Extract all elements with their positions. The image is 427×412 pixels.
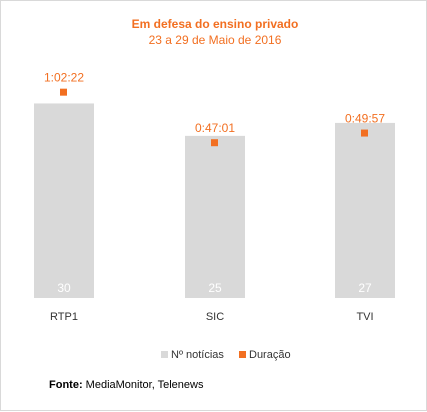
legend-label-points: Duração [249,349,291,361]
duration-value-label: 0:49:57 [345,112,385,126]
legend-label-bars: Nº notícias [171,349,224,361]
plot-area: 30 RTP1 1:02:22 25 SIC 0:47:01 27 TVI 0:49:57 [34,71,395,323]
chart-title: Em defesa do ensino privado [132,17,299,31]
source-text: MediaMonitor, Telenews [83,379,204,391]
bar-value-label: 30 [57,281,71,295]
chart-subtitle: 23 a 29 de Maio de 2016 [149,33,282,47]
legend-swatch-bars [161,351,168,358]
bar-sic [185,135,245,298]
category-label: SIC [206,311,224,323]
duration-value-label: 0:47:01 [195,121,235,135]
duration-value-label: 1:02:22 [44,71,84,85]
bar-value-label: 25 [208,281,222,295]
source-note: Fonte: MediaMonitor, Telenews [49,379,204,391]
source-label: Fonte: [49,379,83,391]
bar-value-label: 27 [358,281,372,295]
legend-swatch-points [239,351,246,358]
duration-point [211,139,218,147]
duration-point [60,88,67,96]
legend: Nº notícias Duração [161,349,291,361]
category-label: RTP1 [50,311,78,323]
category-label: TVI [356,311,373,323]
duration-point [361,129,368,137]
bar-tvi [335,122,395,298]
bar-rtp1 [34,103,94,298]
